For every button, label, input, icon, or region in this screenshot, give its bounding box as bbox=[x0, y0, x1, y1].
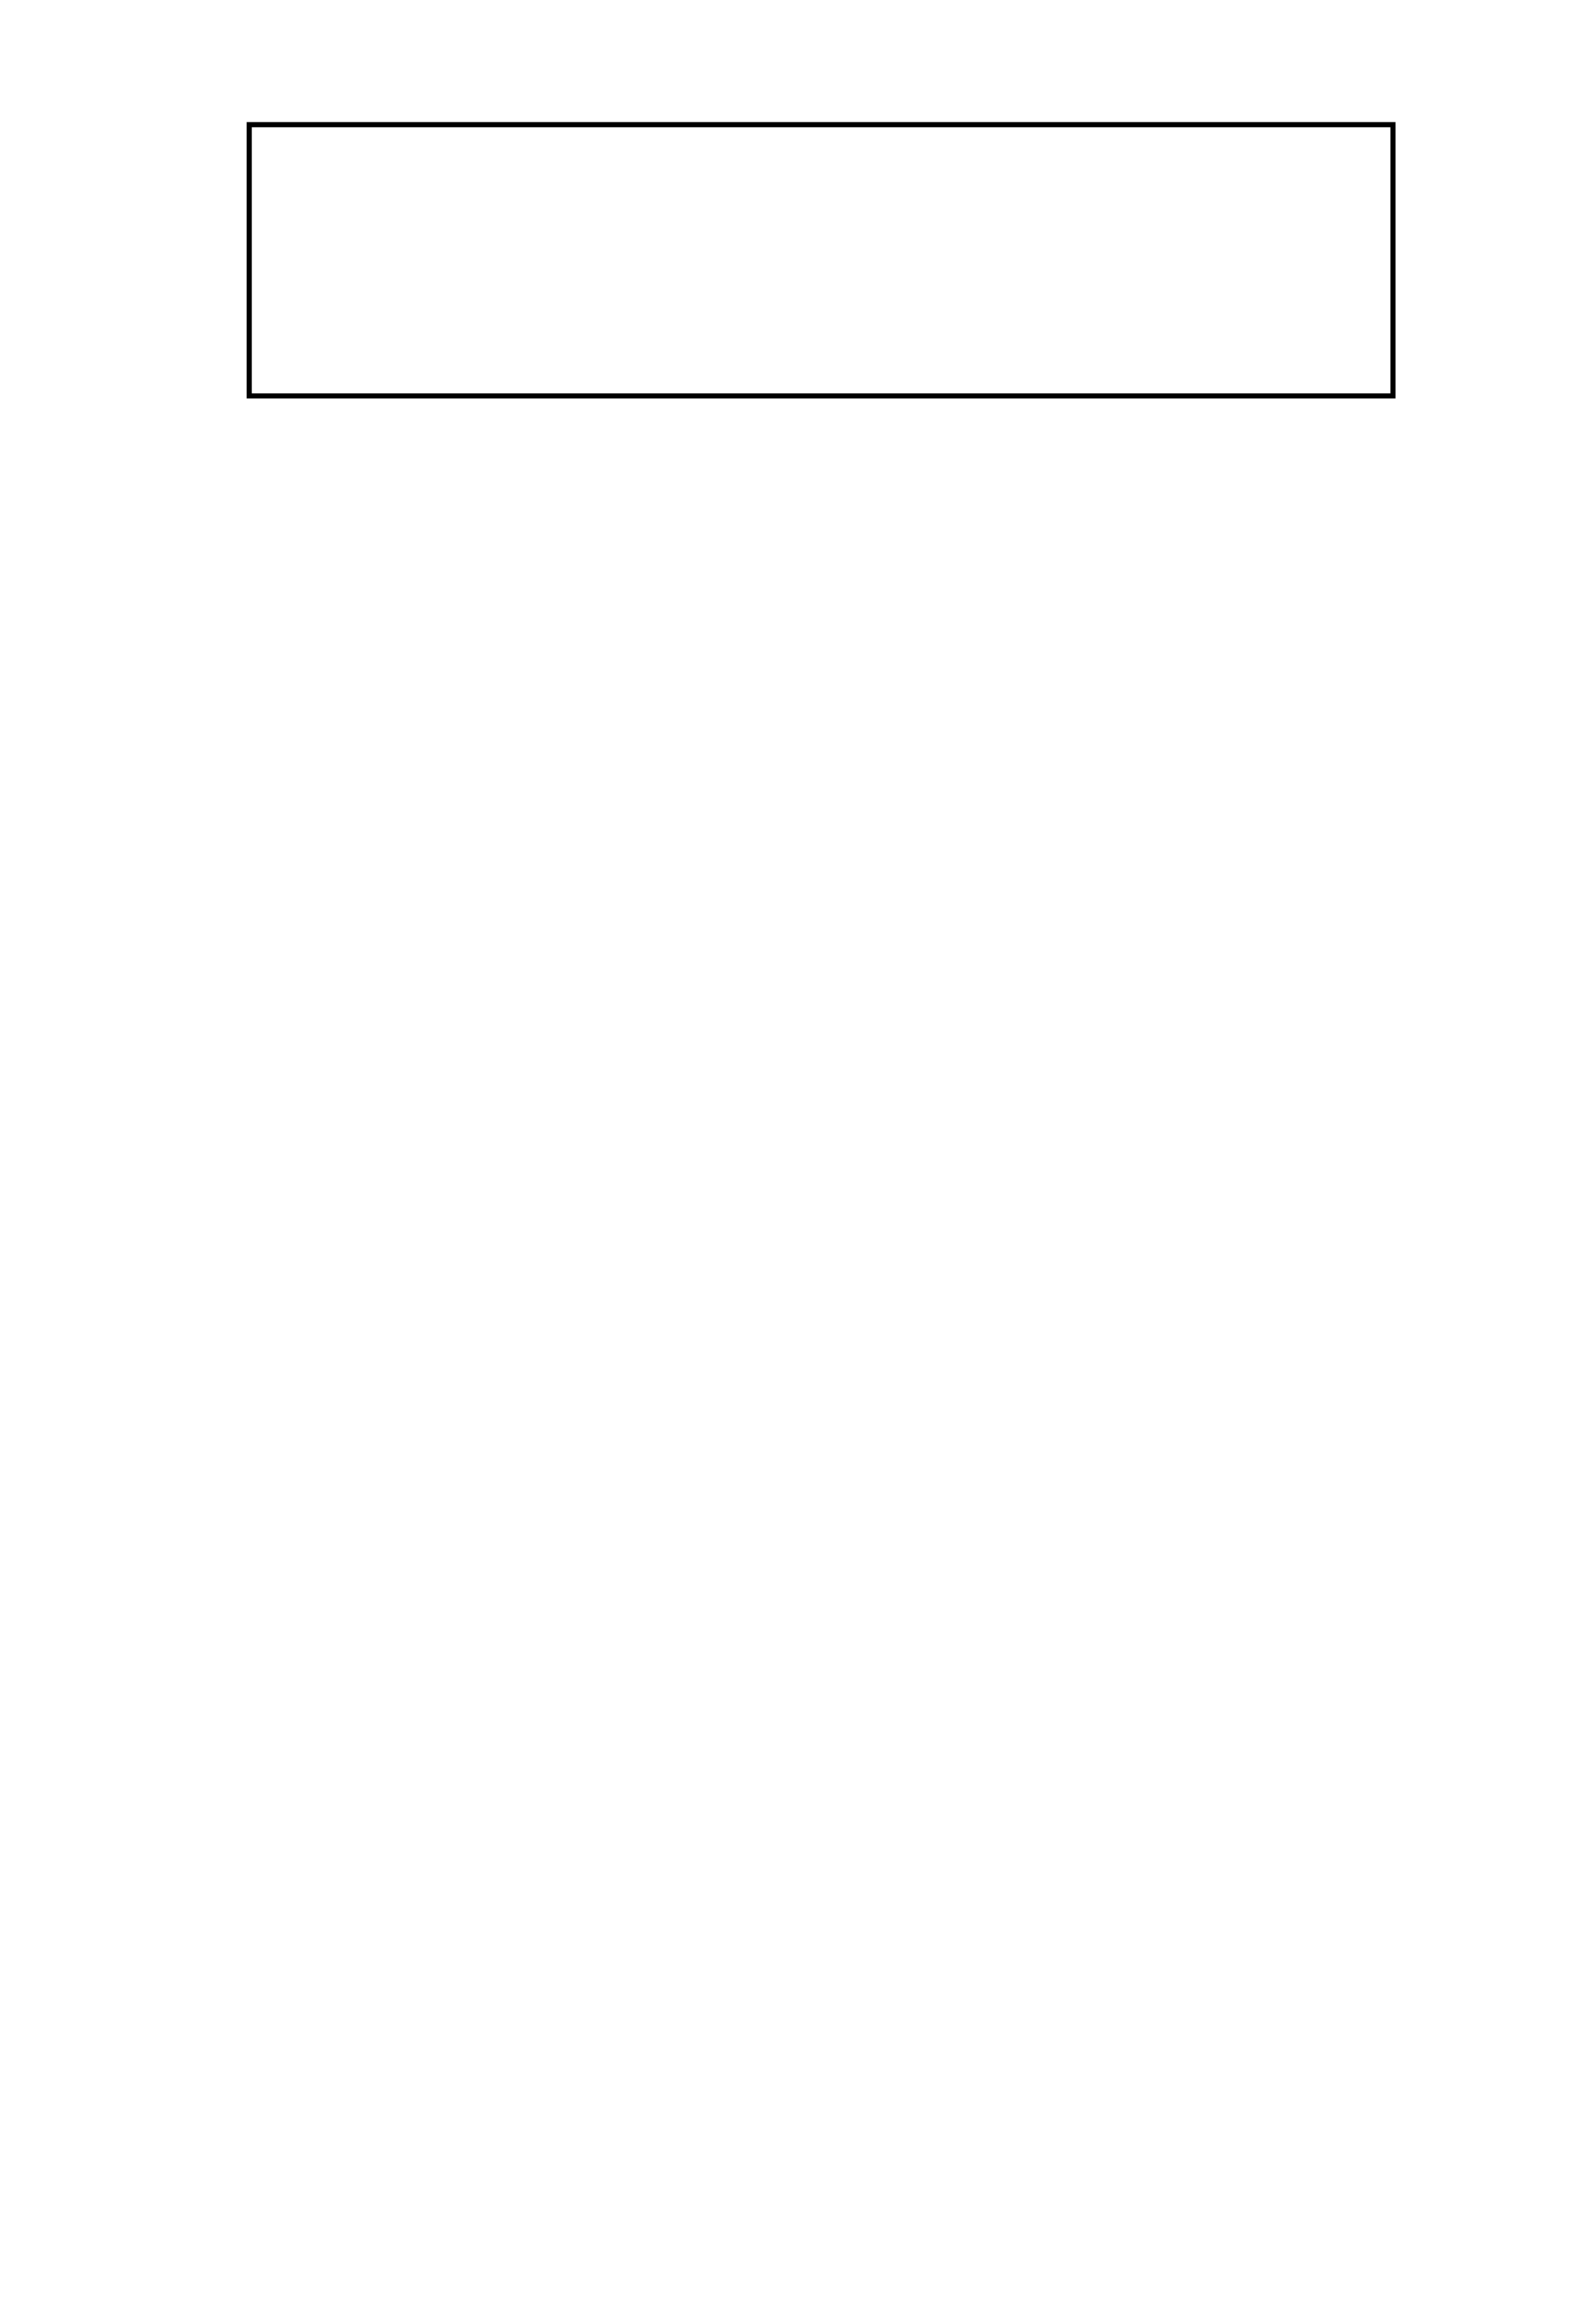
source-system-frame bbox=[249, 125, 1393, 396]
